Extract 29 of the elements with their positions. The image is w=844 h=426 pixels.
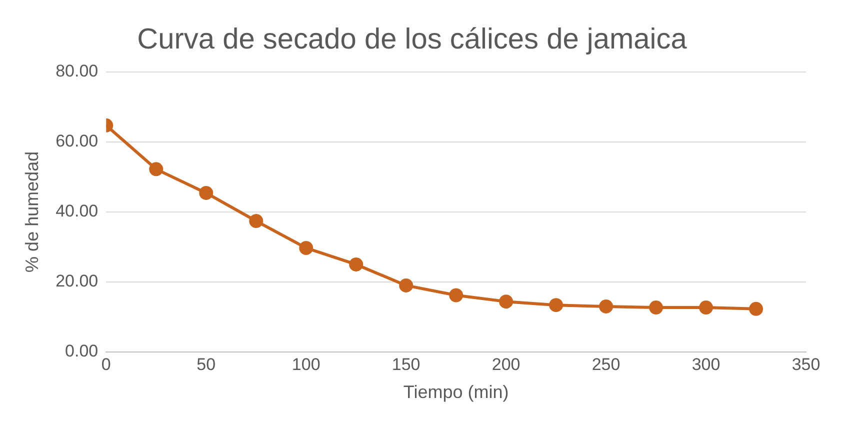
x-tick-label: 350 [792,354,820,374]
x-tick-label: 150 [392,354,420,374]
y-tick-label: 40.00 [56,202,98,221]
point [149,162,164,176]
y-tick-label: 0.00 [65,342,98,361]
point [299,240,314,255]
point [399,278,414,292]
x-axis-title: Tiempo (min) [403,382,509,402]
point [599,299,614,314]
y-tick-label: 20.00 [56,272,98,291]
y-tick-label: 60.00 [56,132,98,151]
point [449,288,464,302]
x-tick-label: 300 [692,354,720,374]
x-tick-label: 50 [196,354,216,374]
x-tick-label: 100 [292,354,320,374]
point [699,300,714,315]
y-axis-title: % de humedad [22,151,42,272]
x-tick-label: 0 [101,354,111,374]
x-tick-label: 250 [592,354,620,374]
point [349,257,364,272]
point [649,300,664,315]
y-tick-label: 80.00 [56,61,98,80]
point [549,298,564,312]
chart-title: Curva de secado de los cálices de jamaica [137,23,688,56]
point [249,214,264,228]
x-tick-label: 200 [492,354,520,374]
point [749,302,764,316]
point [199,186,214,200]
point [499,294,514,309]
